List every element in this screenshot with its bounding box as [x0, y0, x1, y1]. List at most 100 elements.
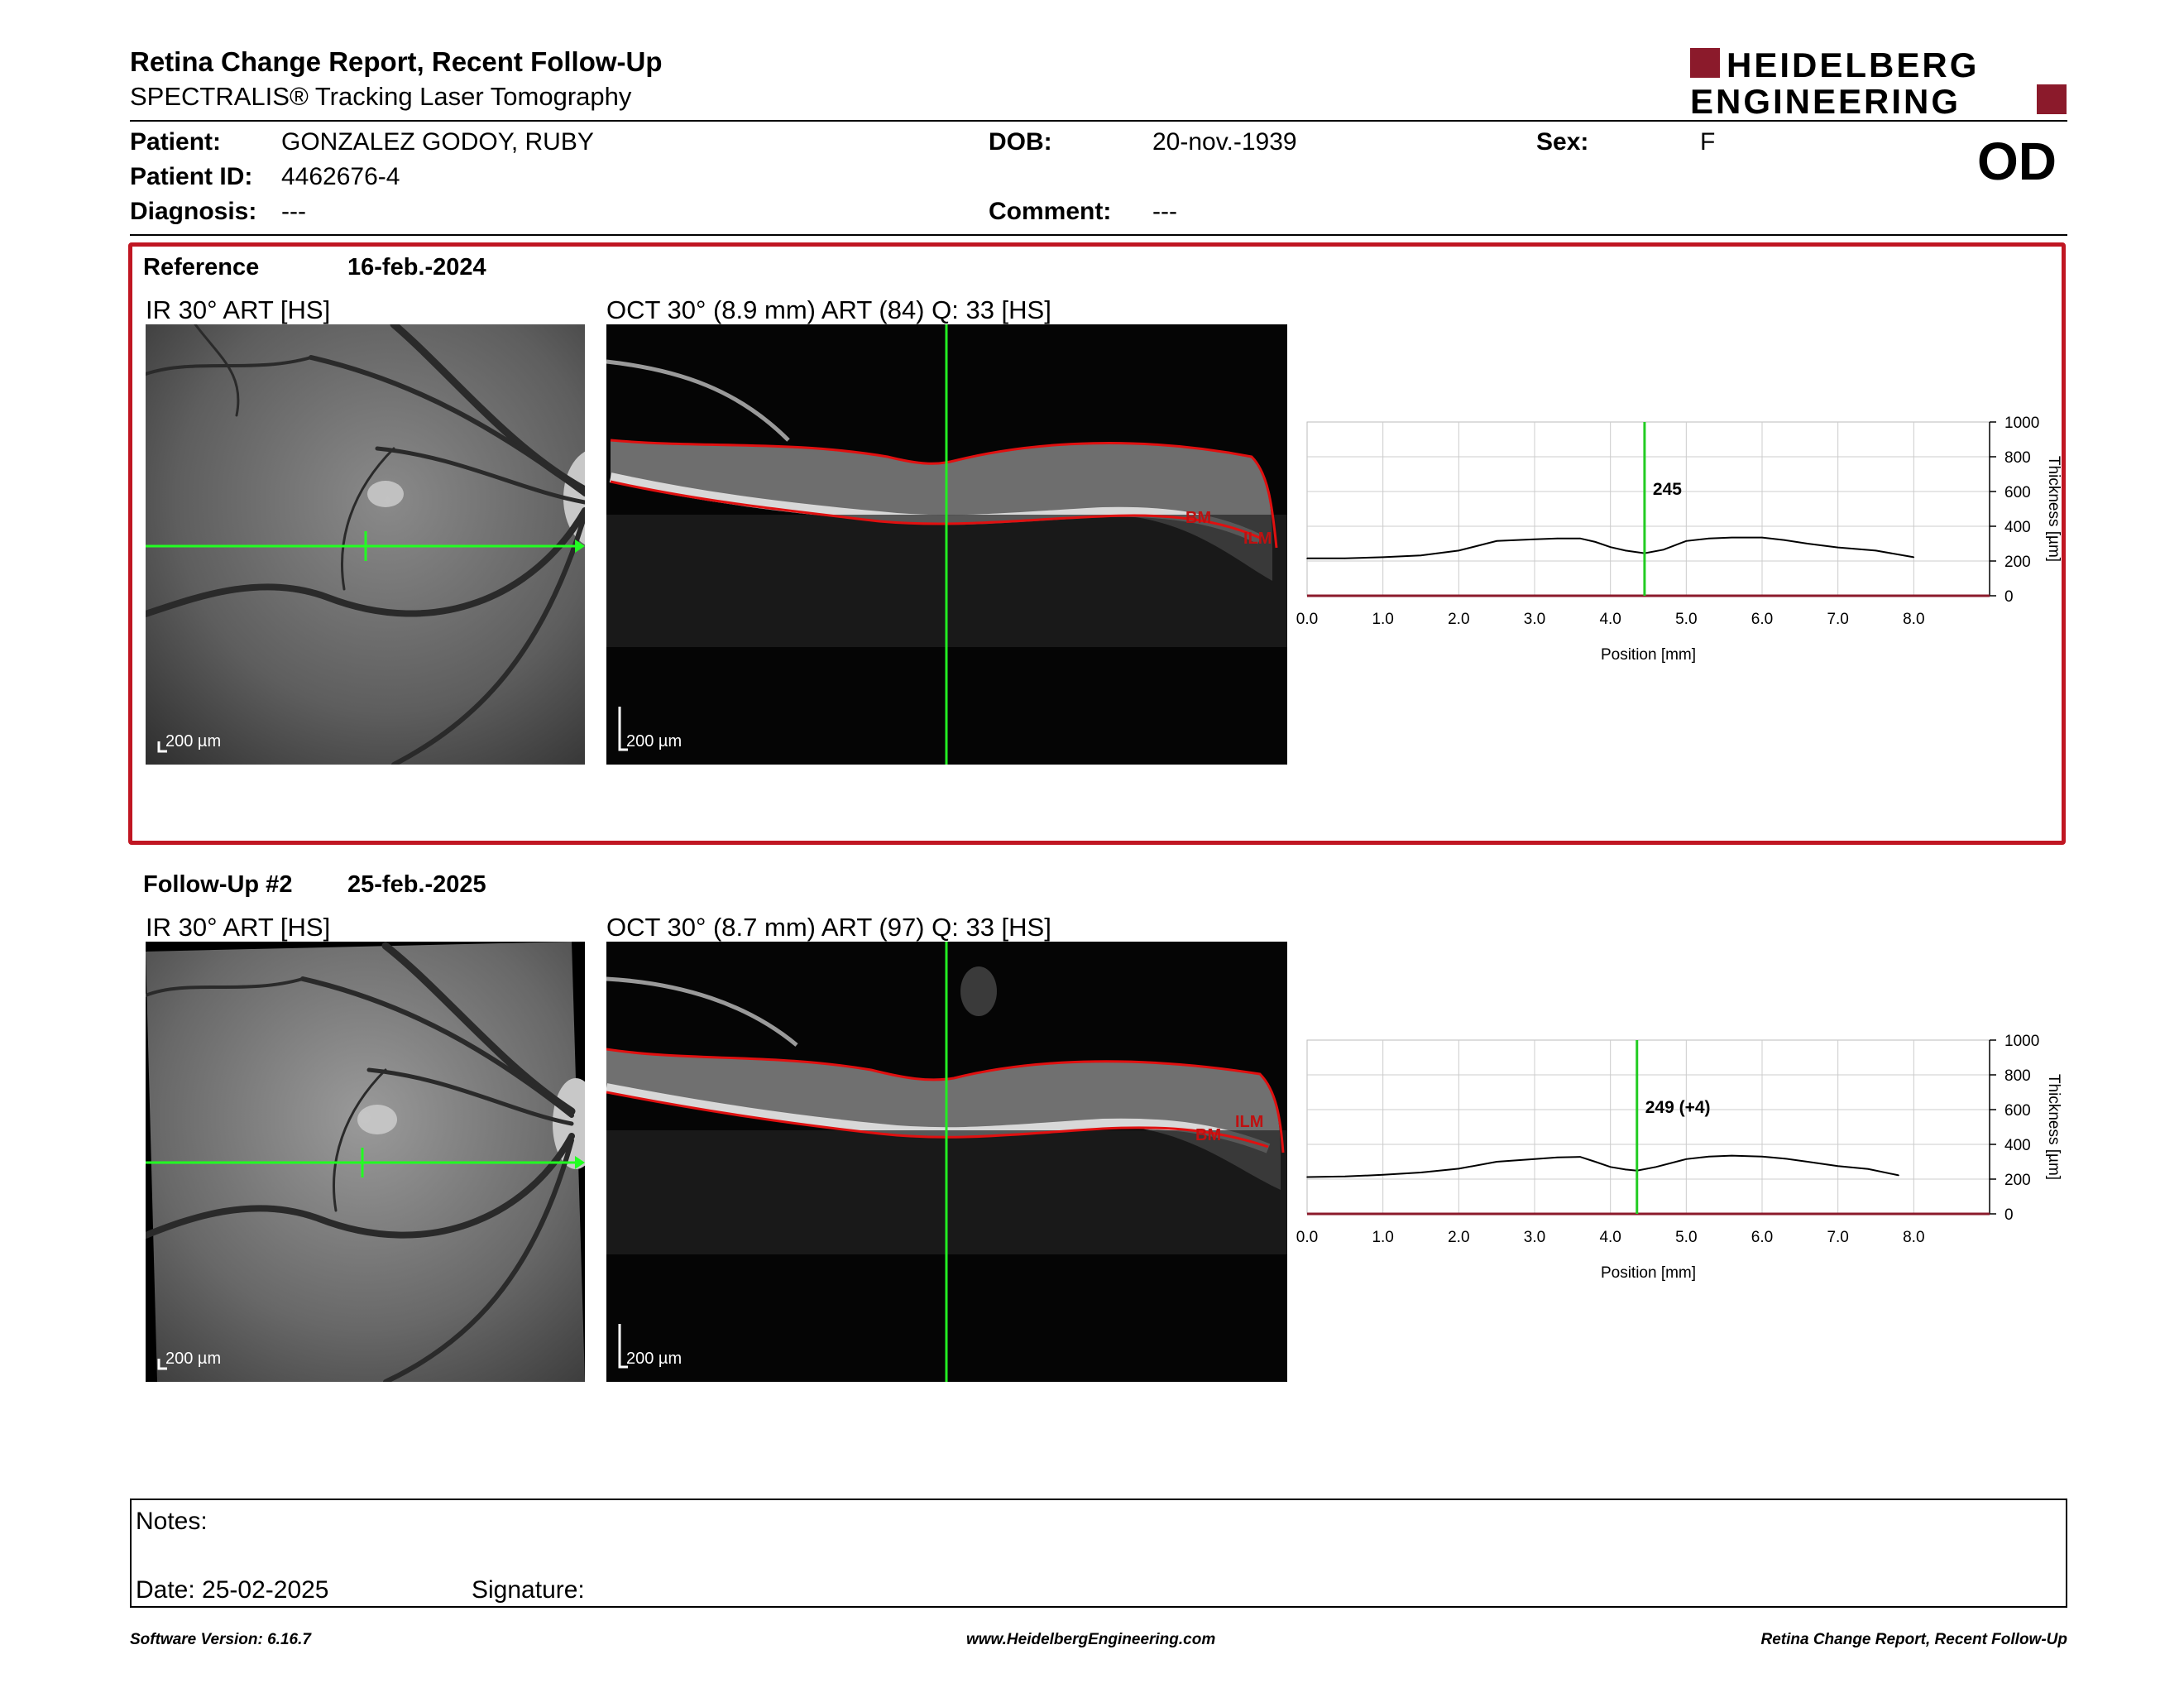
scale-bar	[618, 707, 628, 751]
data-point	[1420, 554, 1422, 557]
sex-value: F	[1700, 128, 1716, 156]
scale-bar	[618, 1324, 628, 1369]
y-tick-label: 600	[2004, 484, 2031, 501]
heidelberg-logo: HEIDELBERG ENGINEERING	[1690, 46, 2067, 116]
header-divider	[130, 120, 2067, 122]
notes-box[interactable]	[130, 1499, 2067, 1608]
x-tick-label: 0.0	[1296, 1229, 1318, 1246]
x-tick-label: 4.0	[1599, 1229, 1621, 1246]
data-point	[1609, 546, 1612, 548]
diagnosis-value: ---	[281, 198, 306, 225]
followup-ir-fundus-image[interactable]: 200 µm	[146, 942, 585, 1382]
data-point	[1458, 1168, 1460, 1170]
x-tick-label: 8.0	[1903, 1229, 1924, 1246]
data-point	[1556, 537, 1559, 539]
x-tick-label: 1.0	[1372, 611, 1393, 628]
y-tick-label: 800	[2004, 449, 2031, 467]
y-tick-label: 400	[2004, 1137, 2031, 1154]
x-tick-label: 7.0	[1827, 611, 1848, 628]
followup-ir-title: IR 30° ART [HS]	[146, 913, 331, 942]
y-axis-label: Thickness [µm]	[2045, 456, 2062, 562]
footer-url[interactable]: www.HeidelbergEngineering.com	[966, 1631, 1216, 1648]
retina-band	[606, 1049, 1281, 1190]
marker-value-label: 249 (+4)	[1645, 1098, 1711, 1117]
data-point	[1556, 1156, 1559, 1158]
retinal-vessels	[146, 942, 576, 1382]
x-tick-label: 4.0	[1599, 611, 1621, 628]
logo-square-top	[1690, 48, 1720, 78]
y-tick-label: 0	[2004, 1206, 2014, 1224]
x-tick-label: 5.0	[1675, 611, 1697, 628]
data-point	[1579, 1156, 1581, 1158]
data-point	[1382, 556, 1384, 559]
patient-divider	[130, 234, 2067, 236]
followup-oct-title: OCT 30° (8.7 mm) ART (97) Q: 33 [HS]	[606, 913, 1051, 942]
signature-label: Signature:	[472, 1576, 585, 1604]
data-point	[1784, 1158, 1786, 1160]
data-point	[1496, 1161, 1497, 1163]
y-tick-label: 600	[2004, 1102, 2031, 1120]
data-point	[1807, 543, 1808, 544]
scale-label: 200 µm	[165, 732, 221, 750]
plot-area	[1306, 421, 1990, 597]
data-point	[1594, 1161, 1597, 1163]
dob-value: 20-nov.-1939	[1152, 128, 1297, 156]
patient-id-label: Patient ID:	[130, 163, 253, 190]
comment-label: Comment:	[989, 198, 1112, 225]
data-point	[1625, 549, 1626, 552]
x-axis-label: Position [mm]	[1601, 1264, 1696, 1282]
data-point	[1344, 558, 1346, 559]
data-point	[1306, 1176, 1308, 1178]
x-tick-label: 3.0	[1524, 611, 1545, 628]
ilm-label: ILM	[1243, 530, 1272, 548]
data-point	[1761, 1155, 1763, 1158]
reference-ir-fundus-image[interactable]: 200 µm	[146, 324, 585, 765]
scale-label: 200 µm	[626, 732, 682, 750]
floater	[960, 966, 997, 1016]
ilm-label: ILM	[1235, 1113, 1263, 1131]
logo-square-bottom	[2037, 84, 2067, 114]
sex-label: Sex:	[1536, 128, 1589, 156]
data-point	[1579, 537, 1581, 539]
dob-label: DOB:	[989, 128, 1052, 156]
vitreous-membrane	[606, 976, 798, 1047]
marker-value-label: 245	[1653, 480, 1682, 499]
data-point	[1731, 536, 1733, 539]
x-axis-label: Position [mm]	[1601, 646, 1696, 664]
x-tick-label: 8.0	[1903, 611, 1924, 628]
reference-oct-bscan-image[interactable]: BM ILM 200 µm	[606, 324, 1287, 765]
data-point	[1625, 1168, 1626, 1171]
report-subtitle: SPECTRALIS® Tracking Laser Tomography	[130, 82, 632, 111]
y-axis-label: Thickness [µm]	[2045, 1074, 2062, 1180]
data-point	[1867, 1168, 1870, 1170]
eye-indicator: OD	[1977, 132, 2057, 191]
data-point	[1685, 540, 1688, 542]
bm-line	[606, 1091, 1269, 1149]
data-point	[1837, 546, 1839, 549]
ilm-line	[610, 439, 1278, 549]
reference-ir-title: IR 30° ART [HS]	[146, 295, 331, 324]
data-point	[1685, 1158, 1688, 1160]
patient-value: GONZALEZ GODOY, RUBY	[281, 128, 594, 156]
data-point	[1655, 1166, 1657, 1168]
bm-line	[610, 480, 1261, 539]
followup-oct-bscan-image[interactable]: BM ILM 200 µm	[606, 942, 1287, 1382]
scan-arrow	[575, 1156, 585, 1169]
data-point	[1344, 1176, 1346, 1177]
followup-label: Follow-Up #2	[143, 871, 293, 898]
diagnosis-label: Diagnosis:	[130, 198, 257, 225]
data-point	[1708, 1155, 1710, 1158]
data-point	[1458, 549, 1460, 552]
data-point	[1306, 558, 1308, 559]
y-tick-label: 0	[2004, 588, 2014, 606]
data-point	[1761, 536, 1763, 539]
reference-thickness-chart[interactable]: 0 200 400 600 800 1000 0.0 1.0 2.0 3.0 4.0 5.0 6.0 7.…	[1291, 410, 2085, 674]
plot-area	[1306, 1039, 1990, 1215]
x-tick-label: 6.0	[1751, 1229, 1773, 1246]
bright-lesion	[367, 481, 404, 507]
data-point	[1898, 1174, 1899, 1177]
y-tick-label: 400	[2004, 519, 2031, 536]
followup-thickness-chart[interactable]: 0 200 400 600 800 1000 0.0 1.0 2.0 3.0 4.0 5.0 6.0 7.…	[1291, 1028, 2085, 1292]
x-tick-label: 1.0	[1372, 1229, 1393, 1246]
scale-bar	[157, 1359, 167, 1370]
